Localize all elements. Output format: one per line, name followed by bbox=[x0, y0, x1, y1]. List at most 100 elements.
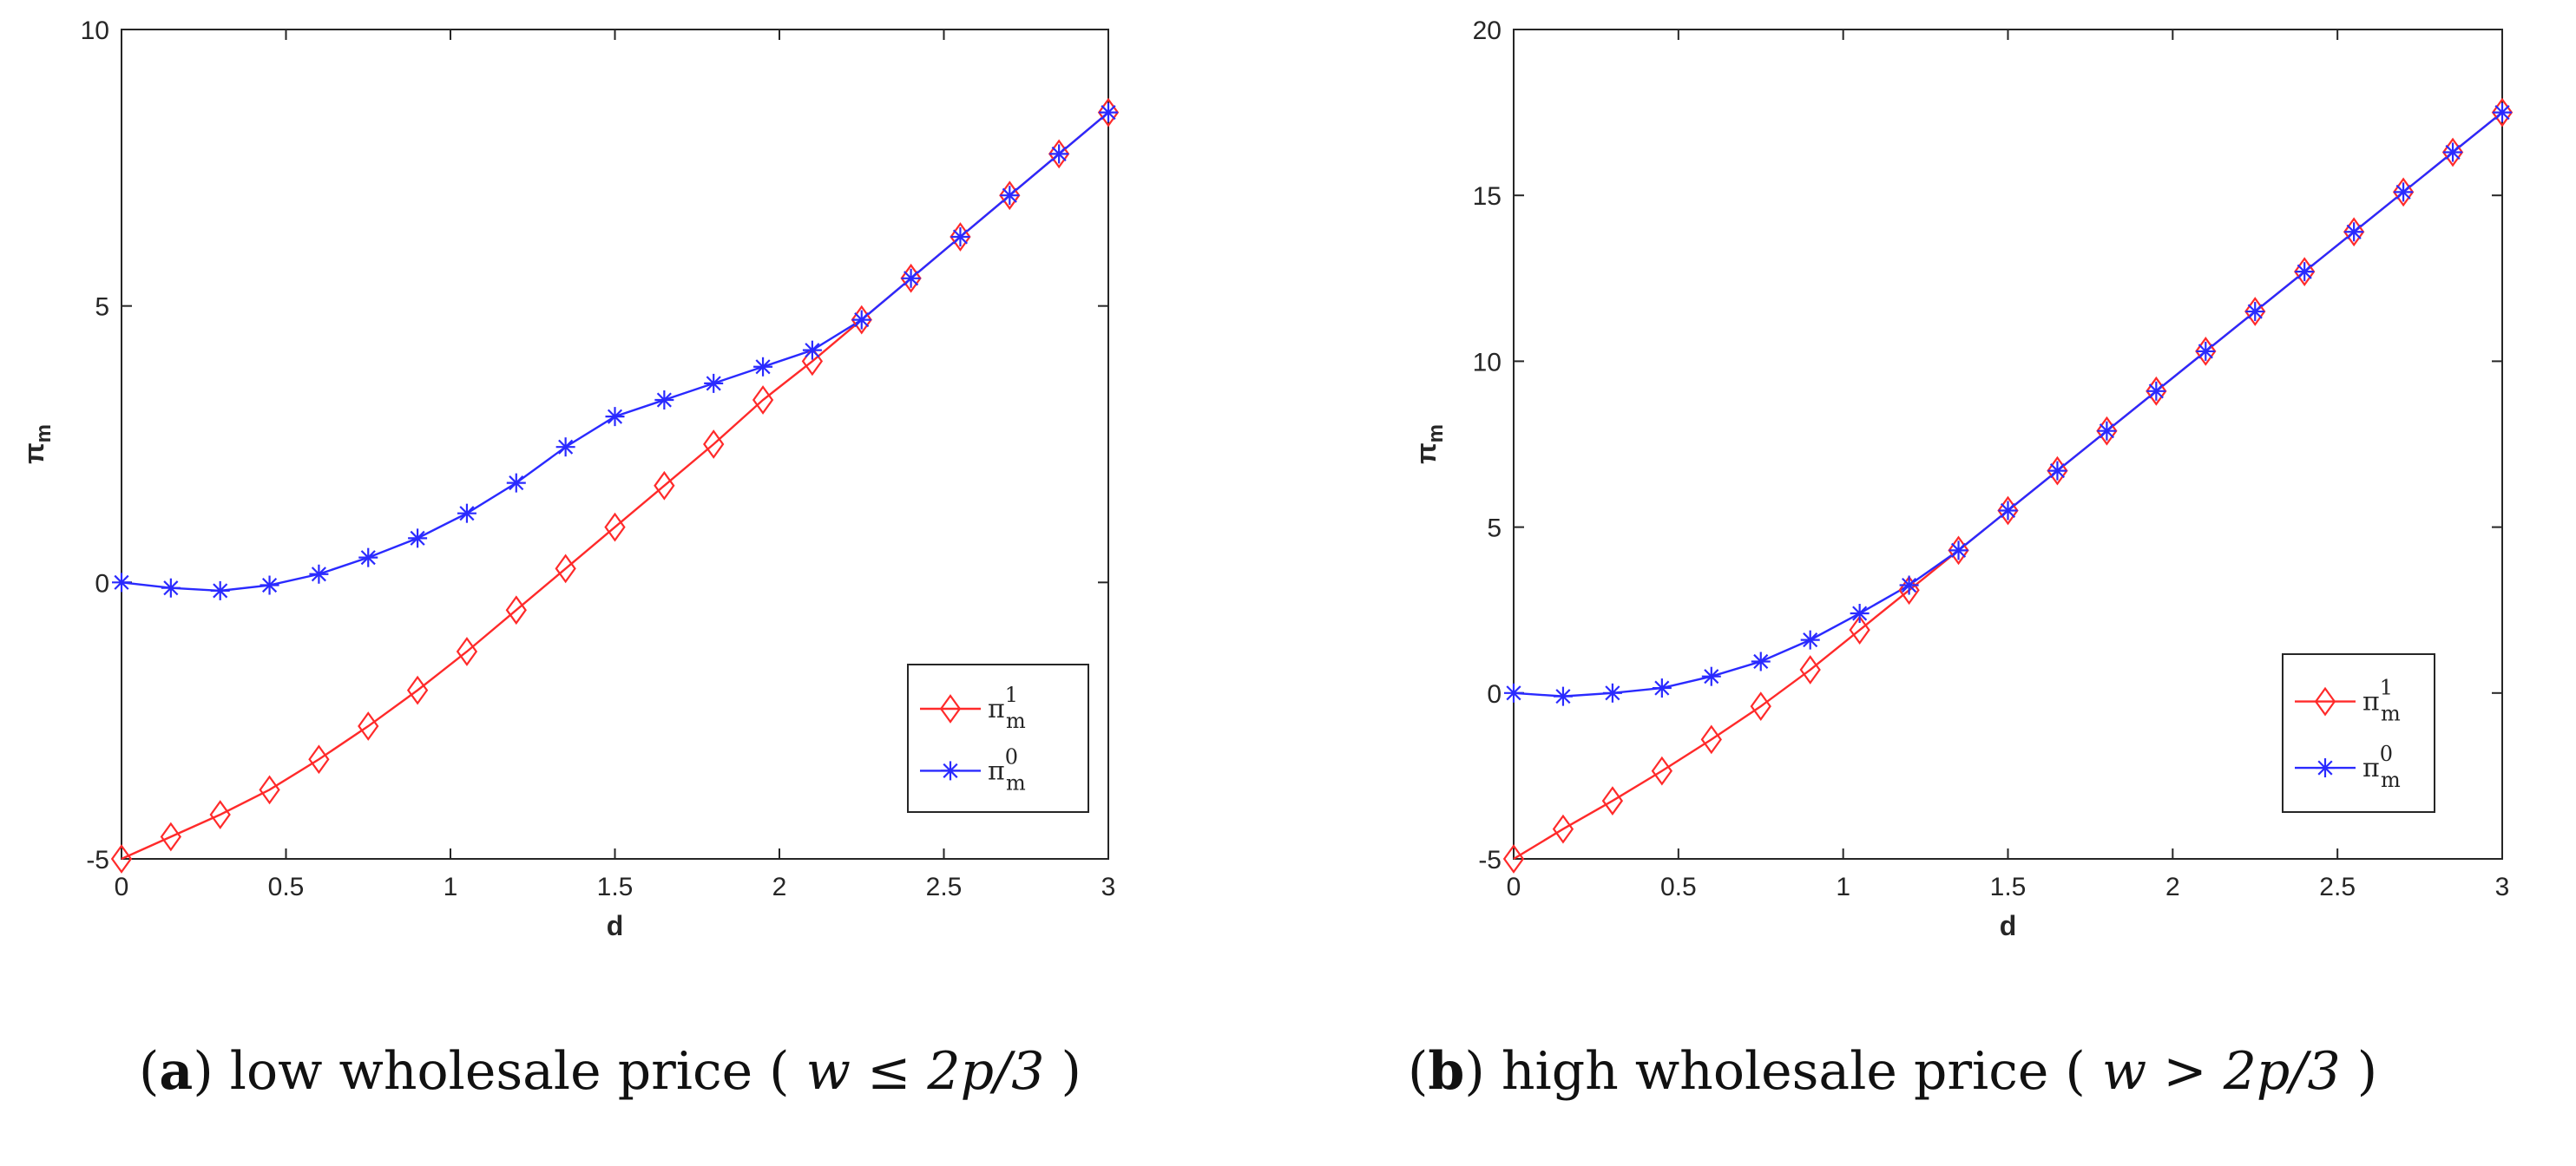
panel-b-xlabel: d bbox=[2000, 910, 2017, 941]
panel-a-series-1-point bbox=[505, 595, 527, 626]
panel-b-legend-box bbox=[2282, 653, 2435, 813]
panel-a-series-0-point bbox=[408, 528, 428, 548]
panel-a-series-1-point bbox=[1048, 139, 1070, 169]
panel-a-series-1-point bbox=[110, 844, 133, 874]
panel-b-series-0-point bbox=[2146, 381, 2166, 401]
panel-b-series-0-point bbox=[2394, 182, 2414, 202]
panel-b-series-0-point bbox=[2493, 102, 2512, 122]
panel-a-ytick-label: 0 bbox=[95, 569, 109, 598]
caption-a-text: low wholesale price bbox=[229, 1041, 753, 1102]
panel-b-series-1-point bbox=[1997, 495, 2019, 526]
panel-b-series-0-point bbox=[1800, 630, 1820, 650]
caption-a-letter: a bbox=[159, 1041, 194, 1102]
panel-b-xtick-label: 1.5 bbox=[1990, 873, 2027, 901]
panel-b-series-1-point bbox=[2343, 217, 2365, 247]
panel-b-xtick-label: 0 bbox=[1507, 873, 1521, 901]
panel-a-series-1-point bbox=[654, 470, 675, 501]
panel-b-legend-asterisk-icon bbox=[2316, 758, 2335, 778]
panel-b-series-1-point bbox=[1849, 615, 1870, 645]
panel-a-xtick-label: 1.5 bbox=[597, 873, 634, 901]
panel-a-series-0-point bbox=[260, 575, 279, 595]
panel-b-series-1-point bbox=[1601, 786, 1624, 816]
panel-a-ylabel: πm bbox=[18, 424, 56, 464]
panel-b-ytick-label: 20 bbox=[1473, 16, 1502, 45]
panel-b-ytick-label: 10 bbox=[1473, 348, 1502, 377]
panel-b-xtick-label: 2 bbox=[2165, 873, 2180, 901]
caption-a: (a) low wholesale price ( w ≤ 2p/3 ) bbox=[139, 1041, 1081, 1102]
panel-a-series-0-point bbox=[901, 268, 921, 288]
panel-a-series-1-point bbox=[555, 554, 576, 584]
panel-b-series-0-point bbox=[1998, 501, 2018, 521]
panel-a-series-0-point bbox=[802, 340, 822, 360]
panel-b-series-1-point bbox=[2195, 337, 2217, 366]
panel-a-series-1-point bbox=[456, 637, 478, 666]
panel-b-xtick-label: 2.5 bbox=[2319, 873, 2356, 901]
panel-b-series-0-point bbox=[1652, 678, 1672, 698]
panel-a-series-1-point bbox=[1097, 97, 1120, 128]
panel-b-ytick-label: 5 bbox=[1487, 514, 1502, 543]
panel-b-legend: π1 mπ0 m bbox=[2282, 653, 2435, 813]
panel-b-series-1-point bbox=[2392, 177, 2415, 207]
panel-a-series-0-point bbox=[112, 573, 131, 593]
panel-a-series-1-point bbox=[851, 305, 872, 335]
panel-b-series-0-point bbox=[1602, 683, 1622, 703]
panel-b-series-1-point bbox=[1948, 535, 1969, 566]
panel-b-series-1-point bbox=[2294, 257, 2316, 287]
panel-b-series-0-point bbox=[1850, 604, 1870, 624]
panel-b-series-1-point bbox=[2491, 97, 2514, 128]
caption-b: (b) high wholesale price ( w > 2p/3 ) bbox=[1408, 1041, 2378, 1102]
panel-a-ytick-label: 5 bbox=[95, 293, 109, 322]
panel-a-series-1-point bbox=[703, 429, 725, 459]
caption-b-text: high wholesale price bbox=[1501, 1041, 2049, 1102]
panel-b-series-1-point bbox=[1799, 655, 1821, 685]
panel-b-series-0-point bbox=[1751, 652, 1771, 671]
panel-b-series-0-point bbox=[2295, 262, 2315, 282]
panel-a-series-0-point bbox=[753, 357, 773, 377]
panel-b-xtick-label: 1 bbox=[1836, 873, 1850, 901]
panel-b-series-0-point bbox=[1553, 686, 1573, 706]
panel-a-xlabel: d bbox=[607, 910, 624, 941]
panel-b-series-0-point bbox=[1948, 540, 1968, 560]
panel-a-series-0-point bbox=[605, 407, 625, 427]
panel-a-series-0-point bbox=[851, 310, 871, 330]
panel-a-series-0-point bbox=[506, 473, 526, 493]
panel-a-series-0-point bbox=[1049, 144, 1069, 164]
panel-a-legend-asterisk-icon bbox=[941, 761, 960, 781]
caption-a-math: w ≤ 2p/3 bbox=[805, 1041, 1045, 1102]
panel-a-series-0-point bbox=[309, 564, 329, 584]
panel-a-series-1-point bbox=[259, 775, 280, 805]
panel-b-series-0-point bbox=[2196, 341, 2216, 361]
panel-a-series-1-point bbox=[308, 744, 330, 775]
panel-b-series-0-point bbox=[2245, 302, 2265, 322]
panel-a-series-0-point bbox=[457, 503, 476, 523]
panel-a-legend-box bbox=[907, 664, 1089, 813]
panel-a-xtick-label: 3 bbox=[1101, 873, 1116, 901]
panel-a-series-1-point bbox=[950, 222, 971, 252]
panel-a-series-0-point bbox=[1000, 186, 1020, 206]
panel-a-xtick-label: 2 bbox=[772, 873, 787, 901]
panel-a-series-1-point bbox=[900, 263, 922, 293]
panel-b-series-0-point bbox=[1701, 666, 1721, 686]
panel-b-series-1-point bbox=[1502, 844, 1525, 874]
panel-b-legend-label: π1 m bbox=[2362, 676, 2401, 726]
panel-a-series-0-point bbox=[555, 437, 575, 457]
panel-b-legend-diamond-icon bbox=[2314, 686, 2336, 717]
panel-b-series-1-point bbox=[2441, 137, 2464, 167]
panel-b-series-1-point bbox=[2244, 297, 2266, 326]
panel-a-series-1-point bbox=[752, 385, 774, 415]
panel-b-xtick-label: 0.5 bbox=[1660, 873, 1697, 901]
panel-b-series-0-point bbox=[1504, 683, 1523, 703]
panel-b-series-0-point bbox=[2097, 421, 2117, 441]
panel-a-series-0-point bbox=[358, 547, 378, 567]
panel-b-ytick-label: 15 bbox=[1473, 182, 1502, 211]
panel-a-series-1-point bbox=[358, 711, 379, 741]
panel-b-series-1-point bbox=[2047, 455, 2068, 486]
panel-b-series-0-point bbox=[2443, 142, 2463, 162]
panel-b-ytick-label: -5 bbox=[1478, 846, 1502, 874]
panel-a-series-1-point bbox=[406, 675, 429, 705]
panel-a-xtick-label: 1 bbox=[444, 873, 458, 901]
panel-a-ytick-label: -5 bbox=[86, 846, 109, 874]
